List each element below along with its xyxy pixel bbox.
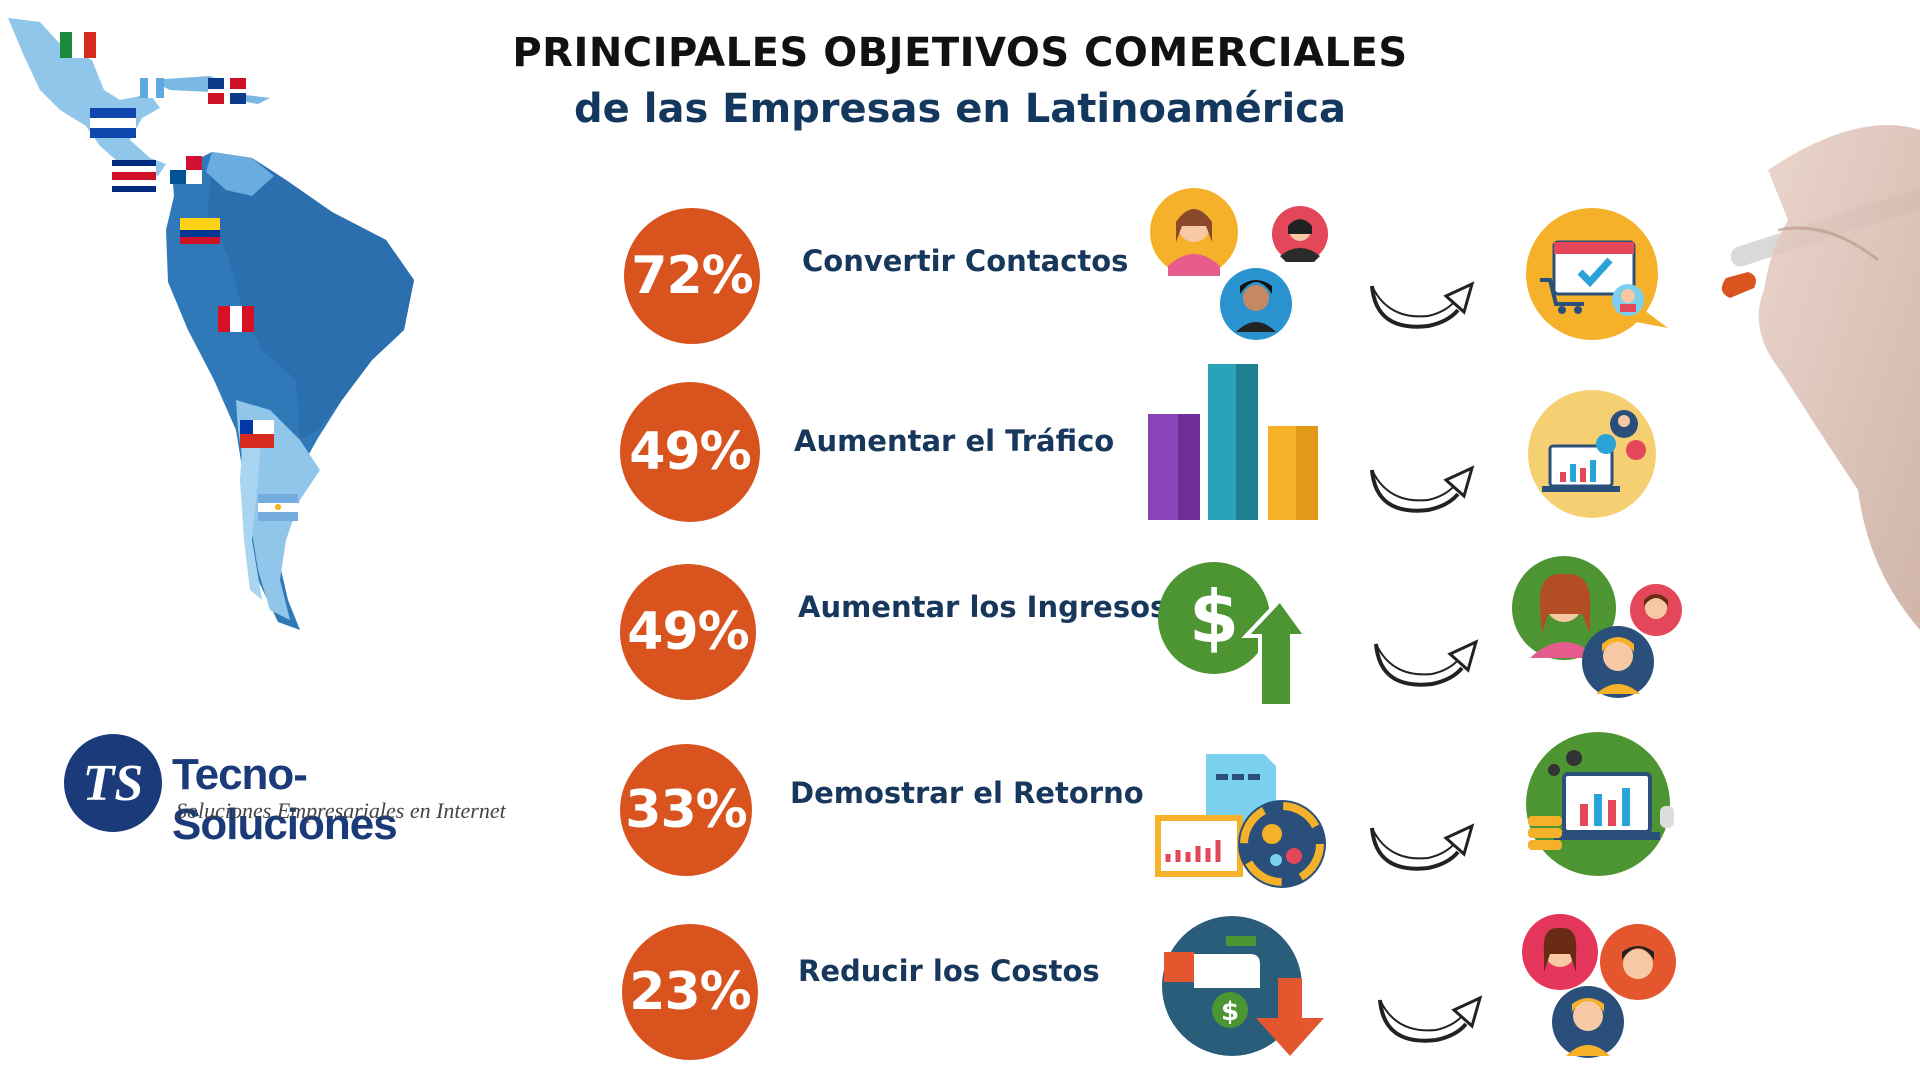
flag-chile xyxy=(240,420,274,448)
page-title: PRINCIPALES OBJETIVOS COMERCIALES xyxy=(512,30,1408,76)
percent-badge: 49% xyxy=(620,382,760,522)
bar-chart-icon xyxy=(1148,364,1318,520)
online-shop-icon xyxy=(1526,208,1668,340)
page-subtitle: de las Empresas en Latinoamérica xyxy=(574,86,1346,132)
report-gears-icon xyxy=(1155,754,1326,888)
flag-dominican-republic xyxy=(208,78,246,104)
percent-badge: 49% xyxy=(620,564,756,700)
logo-monogram: TS xyxy=(64,734,162,832)
hand-with-marker xyxy=(1721,125,1920,630)
curved-arrow-icon xyxy=(1370,823,1475,871)
goal-label: Aumentar los Ingresos xyxy=(798,590,1168,624)
flag-panama xyxy=(170,156,202,184)
flag-el-salvador xyxy=(90,108,136,138)
curved-arrow-icon xyxy=(1378,995,1483,1043)
latin-america-map xyxy=(8,18,414,630)
flag-mexico xyxy=(60,32,96,58)
percent-badge: 72% xyxy=(624,208,760,344)
flag-peru xyxy=(218,306,254,332)
flag-argentina xyxy=(258,494,298,521)
goal-label: Reducir los Costos xyxy=(798,954,1100,988)
percent-badge: 33% xyxy=(620,744,752,876)
flag-guatemala xyxy=(140,78,164,98)
curved-arrow-icon xyxy=(1374,639,1479,687)
dashboard-icon xyxy=(1526,732,1674,876)
goal-label: Convertir Contactos xyxy=(802,244,1129,278)
company-logo: TS Tecno-Soluciones Soluciones Empresari… xyxy=(64,732,524,849)
curved-arrow-icon xyxy=(1370,281,1475,329)
people-contacts-icon xyxy=(1150,188,1328,340)
curved-arrow-icon xyxy=(1370,465,1475,513)
customers-group-icon xyxy=(1512,556,1682,698)
percent-badge: 23% xyxy=(622,924,758,1060)
dollar-up-icon: $ xyxy=(1158,562,1306,708)
svg-text:$: $ xyxy=(1189,575,1239,659)
logo-name: Tecno-Soluciones xyxy=(172,750,398,849)
traffic-analytics-icon xyxy=(1528,390,1656,518)
flag-costa-rica xyxy=(112,160,156,192)
flag-colombia xyxy=(180,218,220,244)
goal-label: Aumentar el Tráfico xyxy=(794,424,1115,458)
logo-tagline: Soluciones Empresariales en Internet xyxy=(176,798,506,823)
cost-down-icon: $ xyxy=(1162,916,1324,1056)
svg-text:$: $ xyxy=(1221,997,1239,1027)
goal-label: Demostrar el Retorno xyxy=(790,776,1144,810)
team-faces-icon xyxy=(1522,914,1676,1058)
